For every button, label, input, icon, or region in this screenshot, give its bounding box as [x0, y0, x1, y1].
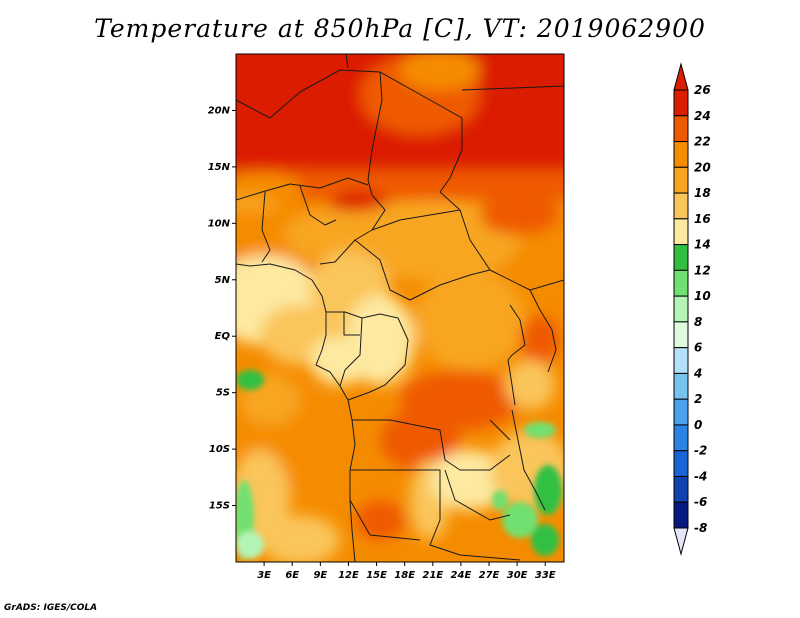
lon-tick-label: 15E [366, 570, 387, 581]
colorbar-swatch [673, 141, 689, 168]
colorbar-label: 0 [694, 418, 702, 432]
lat-tick-label: 15N [208, 162, 231, 173]
grads-credit: GrADS: IGES/COLA [4, 603, 98, 613]
colorbar-label: 12 [694, 263, 711, 277]
colorbar-label: 22 [694, 135, 711, 149]
colorbar-swatch [673, 372, 689, 400]
lat-tick-label: 10N [208, 218, 231, 229]
lon-tick-label: 30E [507, 570, 528, 581]
colorbar-label: 6 [694, 341, 702, 355]
colorbar-label: 4 [693, 366, 702, 380]
colorbar-swatch [673, 398, 689, 426]
colorbar-swatch [673, 450, 689, 477]
colorbar-swatch [673, 89, 689, 117]
temperature-field [236, 54, 564, 562]
colorbar-swatch [673, 115, 689, 143]
lat-tick-label: 20N [208, 105, 231, 116]
colorbar-swatch [673, 501, 689, 529]
lon-tick-label: 3E [257, 570, 271, 581]
colorbar-swatch [673, 166, 689, 194]
colorbar-swatch [673, 192, 689, 220]
country-borders [236, 54, 564, 562]
map-title: Temperature at 850hPa [C], VT: 201906290… [94, 14, 706, 43]
colorbar-swatch [673, 347, 689, 374]
map-frame [235, 53, 565, 563]
colorbar-top-arrow [673, 62, 689, 91]
lon-tick-label: 9E [313, 570, 327, 581]
colorbar-bottom-arrow [673, 527, 689, 556]
lon-tick-label: 27E [479, 570, 500, 581]
colorbar-label: 16 [694, 212, 711, 226]
lat-tick-label: EQ [215, 331, 231, 342]
colorbar-swatch [673, 295, 689, 323]
colorbar-label: -8 [694, 521, 707, 535]
colorbar-label: 26 [694, 83, 711, 97]
lon-tick-label: 12E [338, 570, 359, 581]
lat-tick-label: 15S [209, 501, 230, 512]
colorbar-label: 24 [694, 109, 711, 123]
colorbar-label: 14 [694, 238, 711, 252]
lat-tick-label: 5S [216, 388, 230, 399]
colorbar-label: 8 [694, 315, 702, 329]
colorbar-label: -2 [694, 444, 707, 458]
colorbar-swatch [673, 269, 689, 297]
latitude-ticks: 20N 15N 10N 5N EQ 5S 10S 15S [208, 105, 236, 512]
colorbar-label: 2 [694, 392, 702, 406]
colorbar-swatch [673, 218, 689, 246]
longitude-ticks: 3E 6E 9E 12E 15E 18E 21E 24E 27E 30E 33E [257, 562, 556, 581]
colorbar-label: -6 [694, 495, 707, 509]
lat-tick-label: 5N [215, 275, 231, 286]
lon-tick-label: 18E [394, 570, 415, 581]
colorbar-swatch [673, 475, 689, 503]
colorbar-label: 18 [694, 186, 711, 200]
lat-tick-label: 10S [209, 444, 230, 455]
lon-tick-label: 33E [535, 570, 556, 581]
colorbar-label: -4 [694, 469, 707, 483]
lon-tick-label: 6E [285, 570, 299, 581]
colorbar-swatch [673, 321, 689, 349]
colorbar-label: 10 [694, 289, 711, 303]
colorbar-label: 20 [694, 160, 711, 174]
lon-tick-label: 24E [451, 570, 472, 581]
colorbar-swatch [673, 244, 689, 271]
lon-tick-label: 21E [422, 570, 443, 581]
colorbar-swatch [673, 424, 689, 452]
